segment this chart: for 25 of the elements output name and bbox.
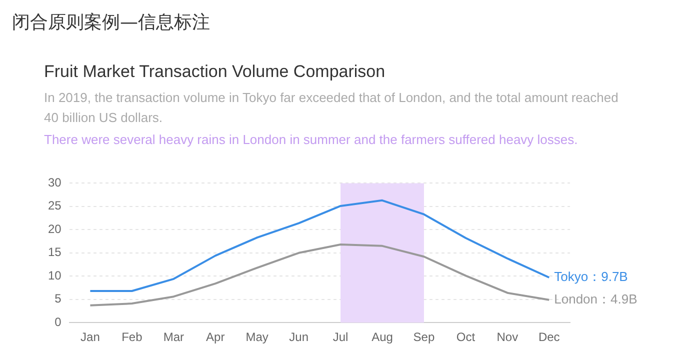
x-tick-label: Sep [413, 330, 435, 344]
chart-title: 闭合原则案例—信息标注 [12, 11, 210, 34]
chart-subtitle: Fruit Market Transaction Volume Comparison [44, 62, 386, 82]
x-tick-label: Feb [122, 330, 143, 344]
x-tick-label: Aug [372, 330, 393, 344]
y-tick-label: 15 [48, 245, 62, 260]
x-tick-label: Jun [289, 330, 308, 344]
y-tick-label: 30 [48, 176, 62, 190]
text: In 2019, the transaction volume in Tokyo far exceeded that of London, and the total amount reached 40 billion US dollars. [44, 89, 620, 127]
x-tick-label: May [246, 330, 268, 344]
y-tick-label: 0 [54, 314, 62, 329]
text: There were several heavy rains in London in summer and the farmers suffered heavy losses. [44, 131, 579, 149]
y-tick-label: 25 [48, 198, 62, 213]
y-tick-label: 10 [48, 268, 62, 282]
x-tick-label: Jan [80, 330, 100, 344]
x-tick-label: Nov [496, 330, 518, 344]
x-tick-label: Dec [538, 330, 560, 344]
annotation: Tokyo：9.7B [554, 269, 628, 284]
annotation: London：4.9B [554, 291, 638, 306]
x-tick-label: Apr [206, 330, 225, 344]
x-tick-label: Jul [332, 330, 348, 344]
y-tick-label: 20 [48, 222, 62, 236]
x-tick-label: Oct [456, 330, 476, 344]
x-tick-label: Mar [163, 330, 184, 344]
y-tick-label: 5 [54, 292, 62, 306]
